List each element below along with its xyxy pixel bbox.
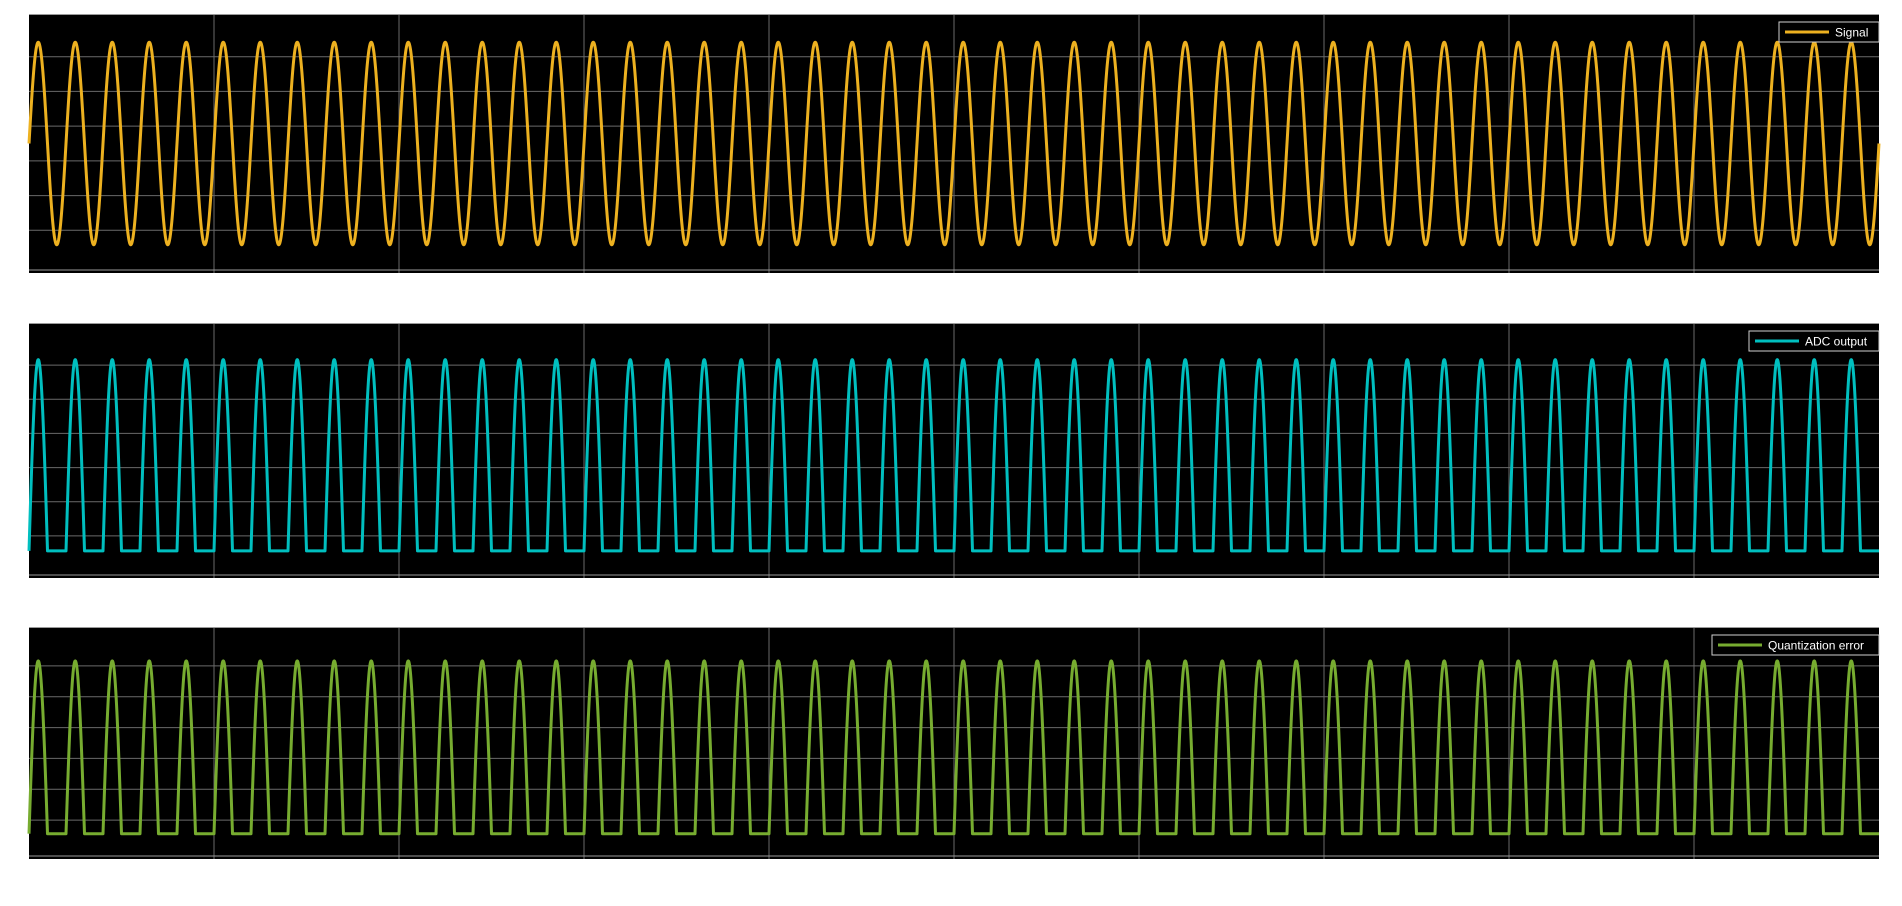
legend-box (1711, 634, 1880, 656)
series-line-3 (27, 659, 1881, 836)
legend-label: Signal (1835, 26, 1868, 40)
legend: ADC output (1748, 330, 1880, 352)
series-line-2 (27, 358, 1881, 553)
series-line-1 (27, 40, 1881, 247)
legend: Quantization error (1711, 634, 1880, 656)
legend-box (1748, 330, 1880, 352)
scope-panel-3: Quantization error (27, 627, 1881, 859)
scope-panel-2: ADC output (27, 323, 1881, 578)
legend: Signal (1778, 21, 1880, 43)
grid (29, 14, 1879, 273)
legend-label: ADC output (1805, 335, 1868, 349)
scope-panel-1: Signal (27, 14, 1881, 273)
legend-label: Quantization error (1768, 639, 1864, 653)
